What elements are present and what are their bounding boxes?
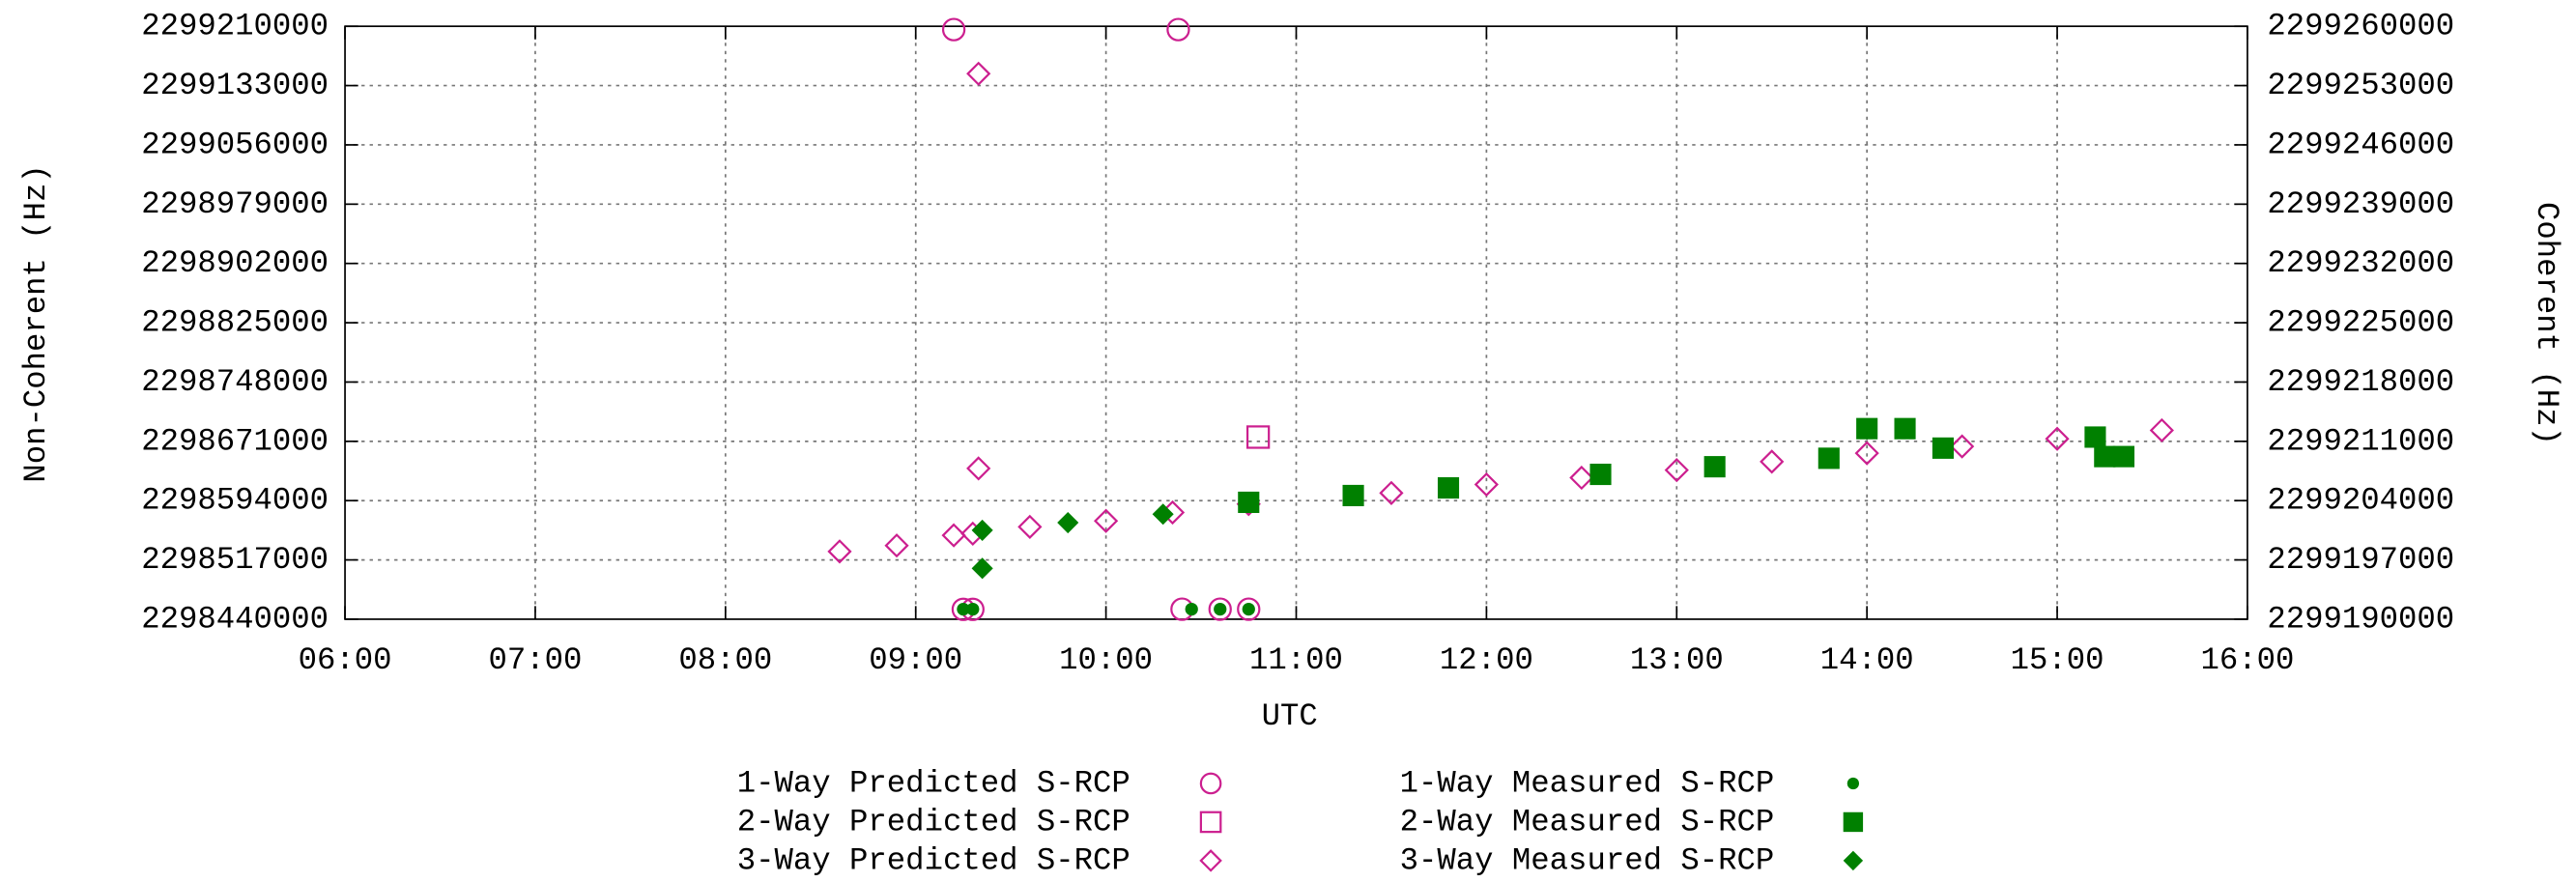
x-tick-label: 13:00 [1630,642,1724,678]
y2-tick-label: 2299253000 [2267,68,2454,103]
y2-tick-label: 2299197000 [2267,542,2454,578]
y-tick-label: 2299133000 [141,68,329,103]
legend-label: 1-Way Measured S-RCP [1400,766,1775,802]
point [1950,434,1975,459]
point [1856,417,1878,440]
point [941,523,966,548]
point [1854,441,1879,466]
point [1152,503,1174,526]
point [2045,426,2070,451]
x-tick-label: 07:00 [488,642,582,678]
point [1185,602,1198,616]
point [971,519,993,541]
point [1569,465,1594,491]
y2-tick-label: 2299211000 [2267,423,2454,459]
y-tick-label: 2298671000 [141,423,329,459]
y2-tick-label: 2299218000 [2267,364,2454,400]
y2-tick-label: 2299225000 [2267,305,2454,341]
legend-label: 1-Way Predicted S-RCP [737,766,1131,802]
point [2084,426,2106,448]
x-tick-label: 09:00 [869,642,962,678]
point [1589,463,1612,486]
point [1237,597,1261,621]
legend-label: 3-Way Measured S-RCP [1400,842,1775,878]
x-tick-label: 06:00 [299,642,392,678]
y-axis-label: Non-Coherent (Hz) [18,164,54,482]
point [957,602,970,616]
y2-axis-label: Coherent (Hz) [2529,202,2564,445]
y2-tick-label: 2299239000 [2267,186,2454,222]
legend-label: 2-Way Measured S-RCP [1400,804,1775,839]
point [1245,425,1271,449]
point [1894,417,1916,440]
y-tick-label: 2298517000 [141,542,329,578]
legend-marker [1843,850,1864,871]
point [1208,597,1232,621]
x-tick-label: 14:00 [1820,642,1914,678]
point [1214,602,1227,616]
x-tick-label: 15:00 [2011,642,2104,678]
x-tick-label: 16:00 [2200,642,2294,678]
x-tick-label: 11:00 [1249,642,1343,678]
point [966,602,980,616]
point [1342,484,1364,507]
y2-tick-label: 2299260000 [2267,9,2454,44]
point [1437,477,1460,499]
point [1238,491,1260,514]
y2-tick-label: 2299246000 [2267,127,2454,162]
point [827,539,852,564]
legend-label: 3-Way Predicted S-RCP [737,842,1131,878]
point [1664,458,1689,483]
y2-tick-label: 2299232000 [2267,245,2454,281]
point [1818,447,1840,469]
point [966,61,991,86]
point [2094,445,2116,468]
y2-tick-label: 2299190000 [2267,602,2454,638]
plot-frame [344,25,2248,620]
legend-marker [1199,811,1222,834]
point [1166,17,1190,42]
point [1932,437,1954,459]
point [1017,514,1043,540]
point [884,533,909,558]
y-tick-label: 2298594000 [141,483,329,519]
y-tick-label: 2298825000 [141,305,329,341]
point [1057,511,1079,534]
point [1242,602,1255,616]
point [2112,445,2135,468]
legend-marker [1199,772,1222,795]
point [1379,480,1404,505]
y-tick-label: 2298748000 [141,364,329,400]
legend-label: 2-Way Predicted S-RCP [737,804,1131,839]
legend-marker [1199,849,1222,872]
y-tick-label: 2299210000 [141,9,329,44]
x-axis-label: UTC [1262,698,1318,734]
legend-marker [1843,811,1864,833]
legend-marker [1846,777,1860,790]
x-tick-label: 08:00 [678,642,772,678]
x-tick-label: 10:00 [1059,642,1153,678]
y-tick-label: 2299056000 [141,127,329,162]
point [1093,508,1119,533]
y2-tick-label: 2299204000 [2267,483,2454,519]
point [1703,456,1726,478]
y-tick-label: 2298902000 [141,245,329,281]
point [1474,471,1500,498]
y-tick-label: 2298440000 [141,602,329,638]
point [971,557,993,580]
point [2149,417,2174,443]
y-tick-label: 2298979000 [141,186,329,222]
point [941,17,966,42]
point [966,456,991,481]
x-tick-label: 12:00 [1440,642,1533,678]
point [1760,449,1785,474]
